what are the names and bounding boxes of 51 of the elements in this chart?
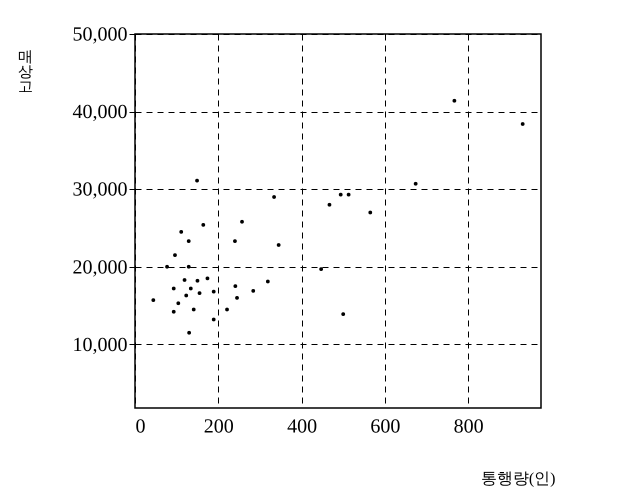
point [198, 291, 202, 296]
point [368, 210, 372, 214]
x-tick-label: 800 [454, 416, 484, 438]
point [179, 230, 184, 234]
point [414, 182, 418, 186]
point [251, 288, 256, 293]
x-tick-label: 600 [370, 416, 400, 438]
point [212, 290, 216, 294]
point [151, 298, 156, 302]
point [276, 243, 281, 247]
point [182, 278, 186, 282]
point [187, 330, 192, 335]
point [452, 98, 456, 103]
point [233, 239, 237, 244]
point [225, 308, 229, 312]
point [240, 220, 244, 224]
y-axis-title: 매상고 [18, 50, 33, 96]
point [176, 301, 180, 306]
point [172, 310, 176, 314]
point [188, 286, 193, 290]
point [212, 318, 216, 322]
point [201, 223, 206, 227]
point [346, 192, 350, 196]
point [338, 192, 343, 196]
point [195, 178, 199, 183]
point [266, 280, 270, 284]
point [173, 253, 177, 258]
point [184, 294, 188, 298]
point [186, 239, 191, 244]
point [206, 276, 210, 280]
x-tick-label: 400 [287, 416, 318, 438]
y-tick-label: 50,000 [72, 24, 128, 46]
point [192, 308, 196, 312]
y-tick-label: 40,000 [72, 101, 128, 124]
point [319, 267, 324, 271]
y-tick-label: 10,000 [72, 334, 128, 356]
point [341, 312, 346, 316]
point [196, 278, 200, 283]
x-tick-label: 200 [204, 416, 234, 438]
point [272, 195, 276, 199]
point [328, 202, 332, 207]
point [520, 122, 525, 126]
y-tick-label: 30,000 [72, 178, 128, 201]
x-axis-title: 통행량(인) [480, 470, 556, 488]
x-tick-label: 0 [136, 416, 146, 438]
point [172, 286, 176, 290]
point [233, 284, 238, 288]
point [186, 264, 191, 269]
y-tick-label: 20,000 [72, 256, 128, 278]
point [235, 296, 239, 300]
point [165, 264, 169, 269]
